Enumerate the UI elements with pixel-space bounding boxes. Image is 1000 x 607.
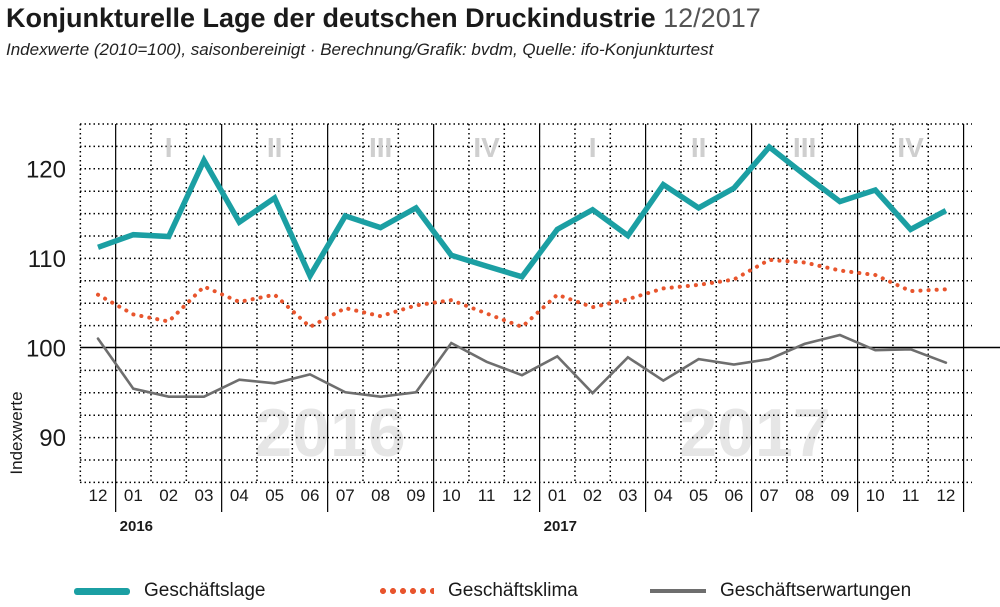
quarter-label: I (165, 132, 173, 163)
chart-title-date: 12/2017 (663, 3, 761, 33)
x-tick-label: 09 (407, 486, 426, 505)
x-tick-label: 03 (618, 486, 637, 505)
legend-item-geschaeftsklima: Geschäftsklima (378, 580, 578, 602)
x-tick-label: 11 (478, 486, 496, 505)
x-tick-label: 06 (724, 486, 743, 505)
legend: Geschäftslage Geschäftsklima Geschäftser… (0, 580, 1000, 606)
y-tick-label: 110 (28, 246, 66, 273)
legend-label-geschaeftslage: Geschäftslage (144, 580, 266, 601)
y-axis-label: Indexwerte (7, 391, 26, 474)
series-line-geschaeftsklima (96, 257, 948, 329)
quarter-label: II (691, 132, 707, 163)
legend-item-geschaeftslage: Geschäftslage (74, 580, 265, 602)
chart-subtitle: Indexwerte (2010=100), saisonbereinigt ·… (6, 40, 714, 59)
legend-label-geschaeftsklima: Geschäftsklima (448, 580, 578, 601)
legend-swatch-geschaeftserwartungen (650, 589, 706, 593)
watermark-year: 2017 (679, 395, 830, 471)
quarter-label: IV (473, 132, 500, 163)
x-tick-label: 07 (336, 486, 355, 505)
x-tick-label: 12 (512, 486, 531, 505)
x-tick-label: 12 (89, 486, 108, 505)
x-tick-label: 03 (195, 486, 214, 505)
legend-label-geschaeftserwartungen: Geschäftserwartungen (720, 580, 912, 601)
x-tick-label: 10 (866, 486, 885, 505)
x-tick-label: 05 (265, 486, 284, 505)
quarter-label: IV (897, 132, 924, 163)
series-line-geschaeftserwartungen (96, 333, 948, 399)
x-tick-label: 06 (301, 486, 320, 505)
x-tick-label: 01 (124, 486, 143, 505)
legend-swatch-geschaeftslage (74, 587, 130, 595)
quarter-label: I (589, 132, 597, 163)
watermark-year: 2016 (254, 395, 405, 471)
x-tick-label: 11 (902, 486, 920, 505)
x-tick-label: 04 (230, 486, 249, 505)
year-label: 2016 (120, 518, 153, 535)
x-tick-label: 09 (830, 486, 849, 505)
x-tick-label: 10 (442, 486, 461, 505)
x-tick-label: 12 (936, 486, 955, 505)
x-tick-label: 02 (159, 486, 178, 505)
y-tick-label: 90 (39, 425, 66, 452)
x-tick-label: 08 (371, 486, 390, 505)
x-tick-label: 02 (583, 486, 602, 505)
y-tick-label: 120 (26, 157, 66, 184)
x-tick-label: 05 (689, 486, 708, 505)
x-tick-label: 07 (760, 486, 779, 505)
legend-swatch-geschaeftsklima (378, 588, 434, 594)
quarter-label: III (793, 132, 816, 163)
legend-item-geschaeftserwartungen: Geschäftserwartungen (650, 580, 911, 602)
x-tick-label: 08 (795, 486, 814, 505)
chart-title: Konjunkturelle Lage der deutschen Drucki… (6, 2, 761, 34)
chart-title-main: Konjunkturelle Lage der deutschen Drucki… (6, 3, 656, 33)
series-line-geschaeftslage (97, 143, 948, 282)
x-tick-label: 04 (654, 486, 673, 505)
year-label: 2017 (544, 518, 577, 535)
x-tick-label: 01 (548, 486, 567, 505)
y-tick-label: 100 (26, 336, 66, 363)
quarter-label: II (267, 132, 283, 163)
quarter-label: III (369, 132, 392, 163)
